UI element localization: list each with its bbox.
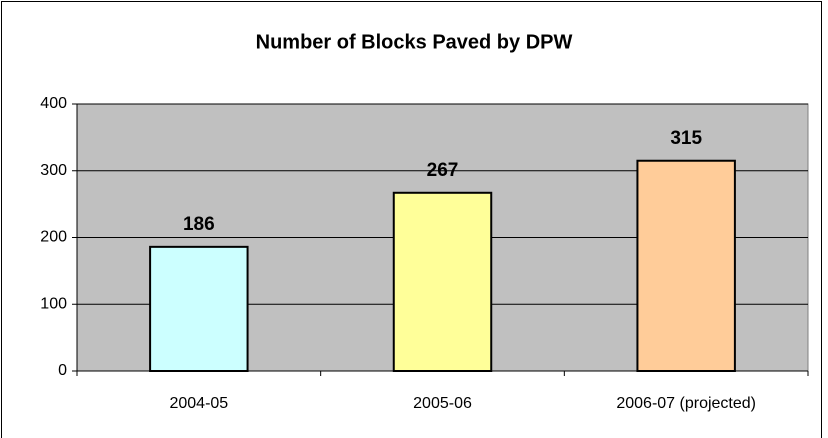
x-tick-label: 2005-06 — [413, 395, 472, 412]
y-tick-label: 0 — [58, 362, 67, 379]
bar — [149, 245, 249, 372]
chart-title: Number of Blocks Paved by DPW — [256, 31, 573, 53]
data-label: 267 — [427, 160, 459, 181]
y-tick-label: 300 — [40, 162, 67, 179]
y-tick-label: 400 — [40, 95, 67, 112]
y-tick-label: 100 — [40, 295, 67, 312]
bar — [392, 191, 493, 372]
bar — [636, 159, 736, 372]
data-label: 315 — [670, 128, 702, 149]
data-label: 186 — [183, 214, 215, 235]
y-tick-label: 200 — [40, 229, 67, 246]
x-tick-label: 2006-07 (projected) — [616, 395, 756, 412]
x-tick-label: 2004-05 — [169, 395, 228, 412]
